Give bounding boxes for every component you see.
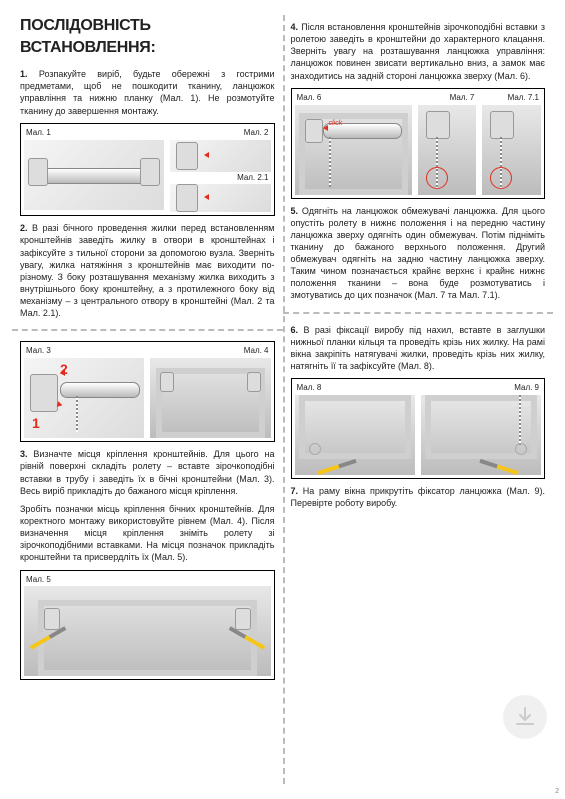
fig-3-illus: 1 2 bbox=[24, 358, 144, 438]
fig-6-illus: click bbox=[295, 105, 412, 195]
fig-8-illus bbox=[295, 395, 415, 475]
click-text: click bbox=[329, 119, 343, 128]
fig-21-label: Мал. 2.1 bbox=[170, 172, 270, 185]
fig-1-label: Мал. 1 bbox=[24, 127, 164, 140]
fig-4-illus bbox=[150, 358, 270, 438]
step-3-num: 3. bbox=[20, 449, 28, 459]
step-5-text: 5. Одягніть на ланцюжок обмежувачі ланцю… bbox=[291, 205, 546, 302]
fig-2-illus bbox=[170, 140, 270, 172]
column-divider bbox=[283, 15, 285, 784]
figure-box-5: Мал. 8 Мал. 9 bbox=[291, 378, 546, 479]
fig-3-label: Мал. 3 bbox=[24, 345, 144, 358]
page-title: ПОСЛІДОВНІСТЬ ВСТАНОВЛЕННЯ: bbox=[20, 15, 275, 58]
right-column: 4. Після встановлення кронштейнів зірочк… bbox=[283, 15, 554, 784]
step-4-body: Після встановлення кронштейнів зірочкопо… bbox=[291, 22, 546, 81]
figure-box-3: Мал. 5 bbox=[20, 570, 275, 681]
fig-21-illus bbox=[170, 184, 270, 212]
step-6-num: 6. bbox=[291, 325, 299, 335]
fig-5-illus bbox=[24, 586, 271, 676]
step-3-text-a: 3. Визначте місця кріплення кронштейнів.… bbox=[20, 448, 275, 497]
step-6-body: В разі фіксації виробу під нахил, вставт… bbox=[291, 325, 546, 371]
fig-5-label: Мал. 5 bbox=[24, 574, 271, 587]
fig-3-num1: 1 bbox=[32, 414, 40, 433]
fig-71-illus bbox=[482, 105, 541, 195]
fig-3-num2: 2 bbox=[60, 360, 68, 379]
fig-4-label: Мал. 4 bbox=[150, 345, 270, 358]
step-2-num: 2. bbox=[20, 223, 28, 233]
step-6-text: 6. В разі фіксації виробу під нахил, вст… bbox=[291, 324, 546, 373]
fig-2-label: Мал. 2 bbox=[170, 127, 270, 140]
step-3-text-b: Зробіть позначки місць кріплення бічних … bbox=[20, 503, 275, 564]
step-1-num: 1. bbox=[20, 69, 28, 79]
step-7-body: На раму вікна прикрутіть фіксатор ланцюж… bbox=[291, 486, 546, 508]
step-1-body: Розпакуйте виріб, будьте обережні з гост… bbox=[20, 69, 275, 115]
step-4-text: 4. Після встановлення кронштейнів зірочк… bbox=[291, 21, 546, 82]
step-1-text: 1. Розпакуйте виріб, будьте обережні з г… bbox=[20, 68, 275, 117]
step-5-num: 5. bbox=[291, 206, 299, 216]
right-section-divider bbox=[283, 312, 554, 314]
figure-box-4: Мал. 6 click Мал. 7 bbox=[291, 88, 546, 199]
fig-1-illus bbox=[24, 140, 164, 210]
watermark-icon bbox=[503, 695, 547, 739]
step-2-body: В разі бічного проведення жилки перед вс… bbox=[20, 223, 275, 318]
step-3-body-a: Визначте місця кріплення кронштейнів. Дл… bbox=[20, 449, 275, 495]
figure-box-2: Мал. 3 1 2 Мал. 4 bbox=[20, 341, 275, 442]
page-number: 2 bbox=[555, 788, 559, 795]
left-column: ПОСЛІДОВНІСТЬ ВСТАНОВЛЕННЯ: 1. Розпакуйт… bbox=[12, 15, 283, 784]
fig-7-label: Мал. 7 bbox=[418, 92, 477, 105]
fig-8-label: Мал. 8 bbox=[295, 382, 415, 395]
fig-7-illus bbox=[418, 105, 477, 195]
step-4-num: 4. bbox=[291, 22, 299, 32]
fig-9-illus bbox=[421, 395, 541, 475]
step-5-body: Одягніть на ланцюжок обмежувачі ланцюжка… bbox=[291, 206, 546, 301]
left-section-divider bbox=[12, 329, 283, 331]
step-7-num: 7. bbox=[291, 486, 299, 496]
figure-box-1: Мал. 1 Мал. 2 Мал. 2.1 bbox=[20, 123, 275, 217]
step-2-text: 2. В разі бічного проведення жилки перед… bbox=[20, 222, 275, 319]
step-7-text: 7. На раму вікна прикрутіть фіксатор лан… bbox=[291, 485, 546, 509]
fig-71-label: Мал. 7.1 bbox=[482, 92, 541, 105]
fig-6-label: Мал. 6 bbox=[295, 92, 412, 105]
fig-9-label: Мал. 9 bbox=[421, 382, 541, 395]
